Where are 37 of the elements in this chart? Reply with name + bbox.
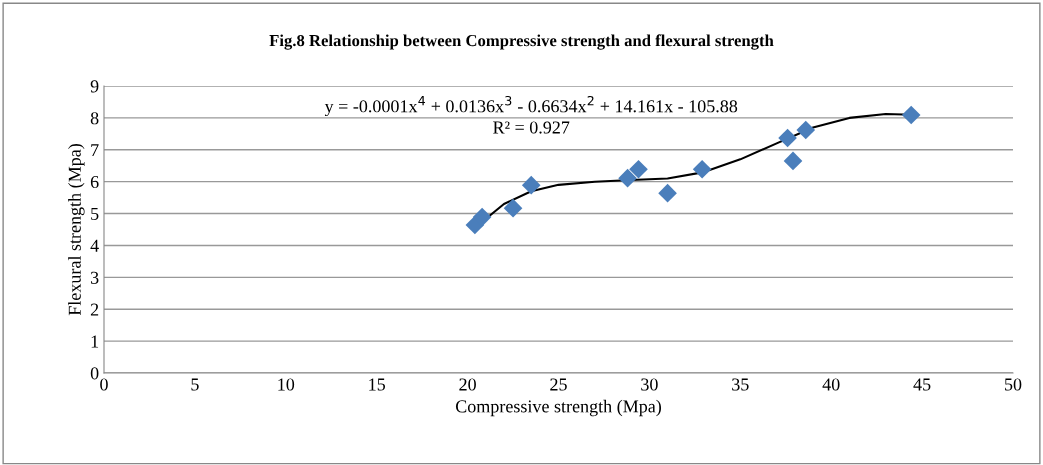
x-tick-label: 10: [278, 378, 295, 391]
x-axis-title: Compressive strength (Mpa): [455, 399, 661, 417]
x-tick-label: 0: [100, 378, 108, 391]
y-axis-title: Flexural strength (Mpa): [68, 144, 85, 316]
x-tick-label: 25: [550, 378, 567, 391]
x-tick-label: 5: [191, 378, 199, 391]
point: [658, 183, 677, 203]
y-tick-label: 5: [91, 208, 99, 220]
chart-title: Fig.8 Relationship between Compressive strength and flexural strength: [269, 34, 774, 50]
point: [783, 151, 803, 171]
point: [503, 198, 523, 218]
point: [618, 168, 637, 188]
x-tick-label: 30: [641, 378, 658, 391]
x-tick-label: 15: [369, 378, 386, 391]
y-tick-label: 3: [90, 271, 99, 284]
point: [692, 159, 712, 179]
y-tick-label: 1: [91, 335, 99, 348]
y-tick-label: 6: [90, 175, 99, 189]
y-tick-label: 2: [90, 303, 99, 316]
annotation: y = -0.0001x$^{4}$ + 0.0136x$^{3}$ - 0.6634x$^{2}$ + 14.161x - 105.88: [324, 95, 738, 117]
point: [472, 207, 492, 227]
x-tick-label: 20: [459, 378, 476, 391]
point: [521, 175, 541, 195]
y-tick-label: 0: [90, 367, 99, 380]
point: [778, 128, 797, 148]
y-tick-label: 4: [90, 239, 99, 252]
y-tick-label: 8: [90, 112, 99, 125]
point: [796, 120, 816, 140]
x-tick-label: 40: [822, 378, 840, 391]
annotation: R² = 0.927: [493, 121, 570, 134]
x-tick-label: 50: [1005, 378, 1022, 391]
x-tick-label: 35: [732, 378, 749, 391]
point: [629, 159, 648, 179]
x-tick-label: 45: [913, 378, 931, 391]
point: [901, 105, 921, 125]
y-tick-label: 9: [90, 80, 99, 93]
y-tick-label: 7: [91, 144, 99, 157]
